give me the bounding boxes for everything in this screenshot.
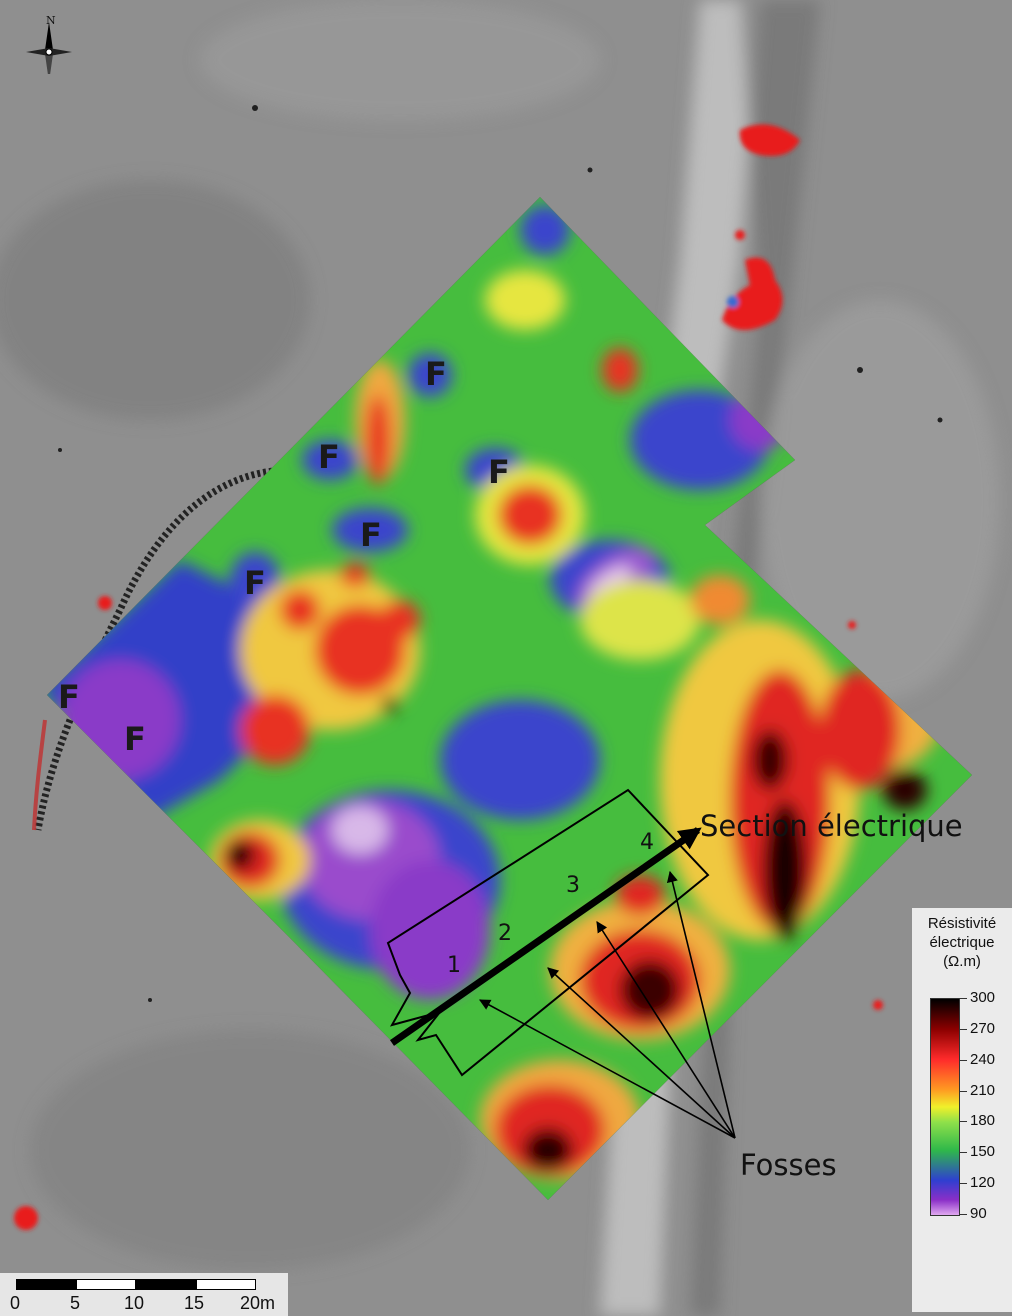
compass-icon bbox=[26, 22, 72, 82]
scale-label-5: 5 bbox=[70, 1293, 81, 1313]
legend-tick-label: 180 bbox=[970, 1112, 996, 1130]
scale-label-0: 0 bbox=[10, 1293, 21, 1313]
legend-tick bbox=[959, 1028, 967, 1030]
legend-tick-label: 90 bbox=[970, 1205, 987, 1222]
legend-tick-label: 300 bbox=[970, 989, 996, 1006]
north-arrow: N bbox=[24, 14, 74, 82]
legend-tick-label: 150 bbox=[970, 1143, 996, 1161]
legend-tick bbox=[959, 1090, 967, 1092]
section-numbers: 1 2 3 4 bbox=[447, 830, 654, 978]
legend-tick-label: 120 bbox=[970, 1174, 996, 1192]
legend-tick bbox=[959, 1214, 967, 1215]
legend-tick-label: 270 bbox=[970, 1019, 996, 1037]
legend-tick bbox=[959, 1121, 967, 1123]
resistivity-legend: Résistivité électrique (Ω.m) 300 270 240 21… bbox=[912, 908, 1012, 1312]
legend-tick bbox=[959, 998, 967, 999]
f-marker: F bbox=[360, 516, 382, 554]
scale-label-10: 10 bbox=[124, 1293, 145, 1313]
f-marker: F bbox=[58, 678, 80, 716]
f-marker: F bbox=[244, 564, 266, 602]
section-label: Section électrique bbox=[700, 809, 963, 843]
f-marker: F bbox=[318, 438, 340, 476]
pit-arrows bbox=[479, 870, 736, 1139]
section-line bbox=[390, 827, 702, 1046]
section-number-2: 2 bbox=[498, 921, 512, 946]
pits-label: Fosses bbox=[740, 1148, 837, 1182]
legend-tick bbox=[959, 1183, 967, 1185]
f-marker: F bbox=[425, 355, 447, 393]
north-label: N bbox=[46, 14, 56, 27]
legend-tick-label: 240 bbox=[970, 1050, 996, 1068]
legend-tick-label: 210 bbox=[970, 1081, 996, 1099]
scale-bar: 0 5 10 15 20m bbox=[0, 1273, 288, 1316]
f-markers: F F F F F F F bbox=[58, 355, 510, 758]
legend-title: Résistivité électrique (Ω.m) bbox=[927, 915, 997, 970]
section-number-1: 1 bbox=[447, 953, 461, 978]
f-marker: F bbox=[488, 453, 510, 491]
color-scale-bar bbox=[930, 998, 960, 1216]
legend-tick bbox=[959, 1152, 967, 1154]
legend-tick bbox=[959, 1059, 967, 1061]
section-number-4: 4 bbox=[640, 830, 654, 855]
section-number-3: 3 bbox=[566, 873, 580, 898]
scale-label-15: 15 bbox=[184, 1293, 205, 1313]
scale-label-20m: 20m bbox=[240, 1293, 276, 1313]
f-marker: F bbox=[124, 720, 146, 758]
